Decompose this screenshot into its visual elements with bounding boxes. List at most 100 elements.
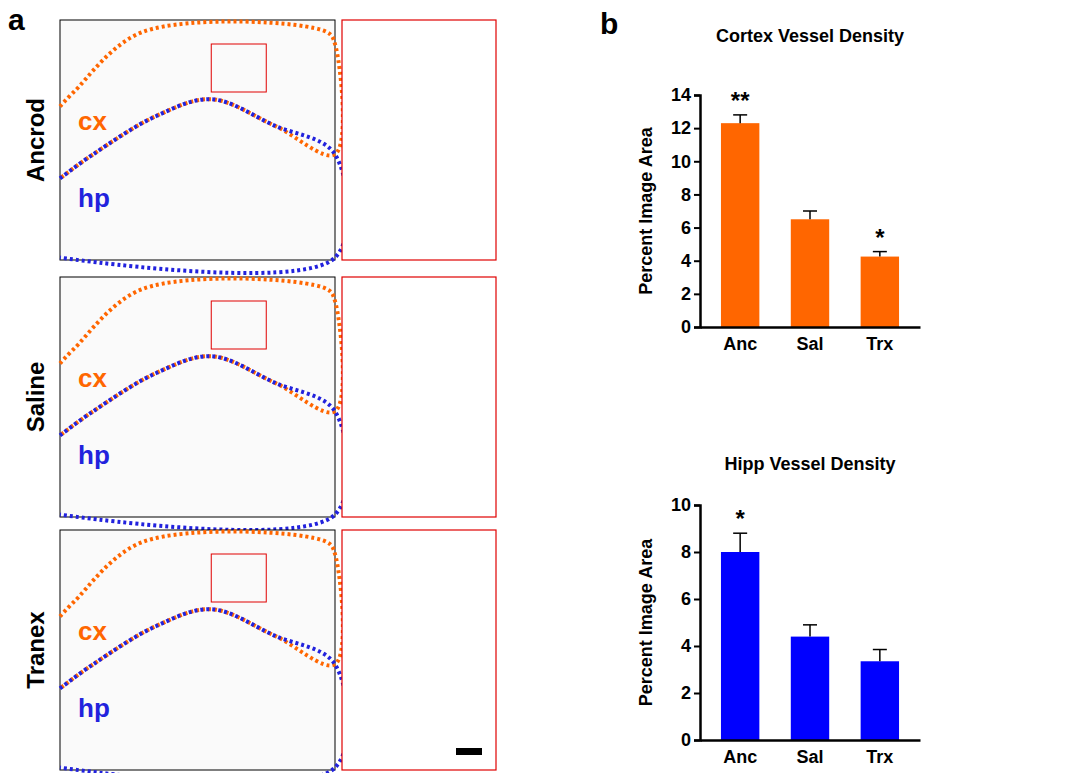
image-row: cxhpAncrod [22,20,496,273]
region-label: hp [78,693,110,723]
y-tick: 2 [681,683,700,703]
error-bar-stem [809,625,811,637]
y-tick-label: 0 [681,317,691,337]
y-tick-label: 2 [681,284,691,304]
y-tick-label: 4 [681,251,691,271]
y-tick-label: 0 [681,730,691,750]
y-tick-mark [694,293,700,295]
error-bar-stem [809,211,811,219]
zoom-box [211,44,266,92]
region-outline [60,99,348,273]
image-frame [60,277,335,517]
y-tick-label: 6 [681,589,691,609]
error-bar-cap [803,624,817,626]
y-axis-line [694,96,701,328]
significance-label: * [875,224,885,251]
y-tick: 10 [671,152,700,172]
zoom-frame [342,20,496,260]
panel-letter: b [600,7,618,40]
y-tick: 8 [681,542,700,562]
x-tick: Anc [723,327,757,354]
x-tick-label: Anc [723,747,757,767]
y-tick-label: 2 [681,683,691,703]
bar [791,637,829,740]
image-frame [60,20,335,260]
error-bar-stem [879,650,881,662]
significance-label: ** [731,87,750,114]
region-outline [60,609,348,773]
x-axis-line [701,739,921,742]
y-tick: 10 [671,495,700,515]
y-tick: 0 [681,730,700,750]
y-tick: 0 [681,317,700,337]
bar [721,123,759,327]
y-axis: 0 2 4 6 8 10 [671,495,701,750]
x-tick: Trx [866,327,893,354]
zoom-box [211,554,266,602]
bar [721,552,759,740]
x-tick-label: Anc [723,334,757,354]
y-tick-mark [694,599,700,601]
y-tick-mark [694,227,700,229]
y-axis-title: Percent Image Area [636,538,656,706]
region-label: hp [78,440,110,470]
y-tick-mark [694,260,700,262]
region-label: cx [78,616,107,646]
error-bar-cap [733,532,747,534]
x-axis: Anc Sal Trx [701,740,921,767]
error-bar-cap [873,649,887,651]
x-tick-label: Sal [796,334,823,354]
bar [861,257,899,327]
x-tick-label: Sal [796,747,823,767]
error-bar-cap [733,114,747,116]
y-tick-mark [694,693,700,695]
figure: abcxhpAncrodcxhpSalinecxhpTranex***02468… [0,0,1070,773]
row-label: Saline [22,362,49,433]
scale-bar [456,748,482,755]
y-tick-mark [694,505,700,507]
x-tick: Trx [866,740,893,767]
error-bar-stem [739,115,741,123]
y-tick-mark [694,646,700,648]
chart-title: Hipp Vessel Density [724,454,895,474]
y-axis: 0 2 4 6 8 10 12 14 [671,85,701,337]
zoom-box [211,301,266,349]
y-tick-label: 8 [681,185,691,205]
bar-chart: * 0 2 4 6 8 10 Anc Sal Trx [671,495,921,767]
image-row: cxhpSaline [22,277,496,530]
error-bar [803,625,817,637]
y-tick: 8 [681,185,700,205]
error-bar [733,533,747,552]
y-tick-mark [694,552,700,554]
y-tick-label: 10 [671,495,691,515]
error-bar [733,115,747,123]
y-tick-mark [694,161,700,163]
y-tick: 2 [681,284,700,304]
plot-area [721,533,899,740]
significance-label: * [735,505,745,532]
bar [791,219,829,327]
error-bar-cap [873,251,887,253]
row-label: Tranex [22,611,49,689]
x-tick: Sal [796,740,823,767]
x-tick-label: Trx [866,334,893,354]
plot-area [721,115,899,327]
zoom-frame [342,277,496,517]
error-bar [803,211,817,219]
y-tick: 14 [671,85,700,105]
y-tick-mark [694,740,700,742]
x-tick-label: Trx [866,747,893,767]
y-tick-mark [694,95,700,97]
y-tick: 4 [681,251,700,271]
panel-letter: a [8,3,25,36]
chart-title: Cortex Vessel Density [716,26,904,46]
y-tick-mark [694,194,700,196]
y-tick-label: 4 [681,636,691,656]
y-tick-label: 6 [681,218,691,238]
y-axis-title: Percent Image Area [636,126,656,294]
y-tick-label: 8 [681,542,691,562]
error-bar-cap [803,210,817,212]
bar [861,661,899,740]
error-bar-stem [739,533,741,552]
y-tick: 12 [671,118,700,138]
